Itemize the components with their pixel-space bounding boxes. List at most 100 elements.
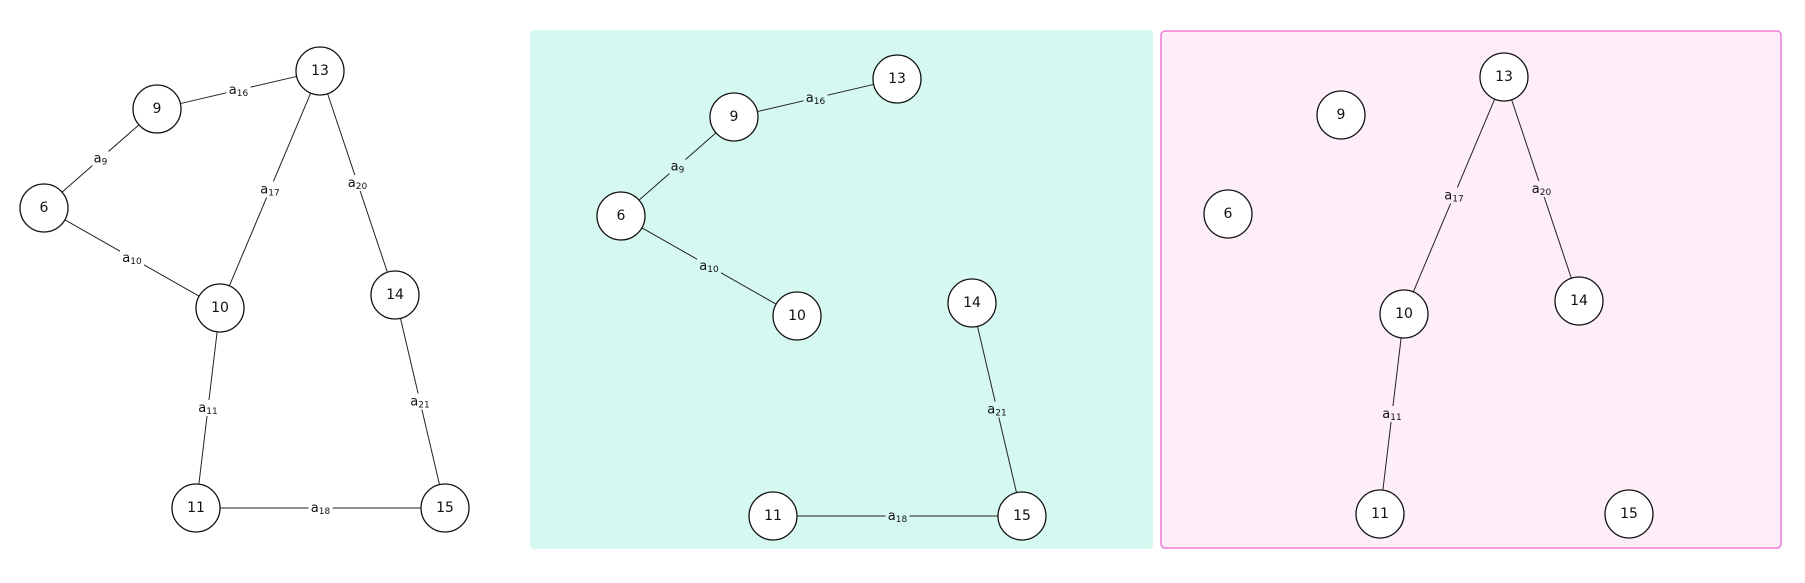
edge-label: a11 <box>198 401 217 418</box>
node-label: 9 <box>1337 107 1346 123</box>
edge-9-13: a16 <box>757 83 874 113</box>
edge-10-11: a11 <box>1380 337 1404 491</box>
edge-6-10: a10 <box>64 219 200 297</box>
edge-14-15: a21 <box>399 318 441 485</box>
node-11: 11 <box>171 483 221 533</box>
node-label: 9 <box>153 101 162 117</box>
node-circle <box>596 191 646 241</box>
node-circle <box>709 92 759 142</box>
edge-label-background <box>985 401 1009 418</box>
node-label: 6 <box>1224 206 1233 222</box>
node-label: 14 <box>386 287 404 303</box>
edge-label-background <box>803 90 828 106</box>
node-9: 9 <box>1316 90 1366 140</box>
node-label: 11 <box>1371 506 1389 522</box>
edge-label-background <box>697 258 721 274</box>
node-13: 13 <box>295 46 345 96</box>
node-9: 9 <box>132 84 182 134</box>
edge-label: a20 <box>1532 182 1552 199</box>
edge-label-background <box>408 393 432 410</box>
node-circle <box>1479 52 1529 102</box>
node-14: 14 <box>370 270 420 320</box>
edge-label-background <box>669 158 686 175</box>
edge-label: a18 <box>311 501 331 518</box>
edge-label-background <box>308 500 333 516</box>
edge-label-background <box>1529 181 1554 197</box>
edge-6-9: a9 <box>61 124 140 193</box>
node-circle <box>295 46 345 96</box>
node-circle <box>420 483 470 533</box>
node-label: 10 <box>1395 306 1413 322</box>
node-label: 15 <box>1013 508 1031 524</box>
node-circle <box>1604 489 1654 539</box>
edge-13-14: a20 <box>327 93 388 273</box>
node-9: 9 <box>709 92 759 142</box>
node-6: 6 <box>596 191 646 241</box>
edge-14-15: a21 <box>976 326 1018 493</box>
node-circle <box>132 84 182 134</box>
node-circle <box>1355 489 1405 539</box>
edge-6-10: a10 <box>641 227 777 305</box>
node-label: 13 <box>311 63 329 79</box>
node-circle <box>370 270 420 320</box>
node-10: 10 <box>1379 289 1429 339</box>
edge-label: a17 <box>1444 188 1463 205</box>
edge-11-15: a18 <box>220 500 421 517</box>
node-11: 11 <box>748 491 798 541</box>
edge-13-14: a20 <box>1511 99 1572 279</box>
node-circle <box>772 291 822 341</box>
node-circle <box>997 491 1047 541</box>
panel-background <box>1160 30 1782 549</box>
edge-label: a16 <box>229 83 249 100</box>
node-circle <box>171 483 221 533</box>
node-circle <box>1203 189 1253 239</box>
node-circle <box>195 283 245 333</box>
node-15: 15 <box>420 483 470 533</box>
node-circle <box>1316 90 1366 140</box>
node-label: 11 <box>764 508 782 524</box>
edge-6-9: a9 <box>638 132 717 201</box>
edge-label: a10 <box>699 259 719 276</box>
node-label: 14 <box>963 295 981 311</box>
edge-label: a17 <box>260 182 279 199</box>
edge-11-15: a18 <box>797 508 998 525</box>
edge-label-background <box>885 508 910 524</box>
node-circle <box>947 278 997 328</box>
panel-full-graph: a16 a9 a10 a17 a20 a11 a21 a18 6 9 10 11 13 14 15 <box>19 46 470 533</box>
edge-9-13: a16 <box>180 75 297 105</box>
node-label: 13 <box>888 71 906 87</box>
edge-label-background <box>1380 406 1404 422</box>
panel-background <box>530 30 1153 549</box>
edge-label-background <box>345 175 370 191</box>
node-15: 15 <box>1604 489 1654 539</box>
edge-label-background <box>196 400 220 416</box>
edge-label: a21 <box>410 394 429 411</box>
node-circle <box>748 491 798 541</box>
edge-10-13: a17 <box>1412 98 1496 293</box>
edge-label-background <box>258 181 282 198</box>
node-10: 10 <box>195 283 245 333</box>
node-14: 14 <box>947 278 997 328</box>
edge-label: a16 <box>806 91 826 108</box>
node-13: 13 <box>872 54 922 104</box>
node-10: 10 <box>772 291 822 341</box>
node-label: 10 <box>788 308 806 324</box>
edge-label: a20 <box>348 176 368 193</box>
node-label: 6 <box>617 208 626 224</box>
node-circle <box>1379 289 1429 339</box>
edge-label-background <box>120 250 144 266</box>
edge-label: a10 <box>122 251 142 268</box>
edge-label: a11 <box>1382 407 1401 424</box>
node-label: 15 <box>1620 506 1638 522</box>
node-15: 15 <box>997 491 1047 541</box>
node-label: 15 <box>436 500 454 516</box>
node-label: 13 <box>1495 69 1513 85</box>
node-6: 6 <box>19 183 69 233</box>
node-label: 6 <box>40 200 49 216</box>
node-14: 14 <box>1554 276 1604 326</box>
edge-label: a21 <box>987 402 1006 419</box>
node-circle <box>872 54 922 104</box>
node-circle <box>19 183 69 233</box>
edge-label-background <box>92 150 109 167</box>
